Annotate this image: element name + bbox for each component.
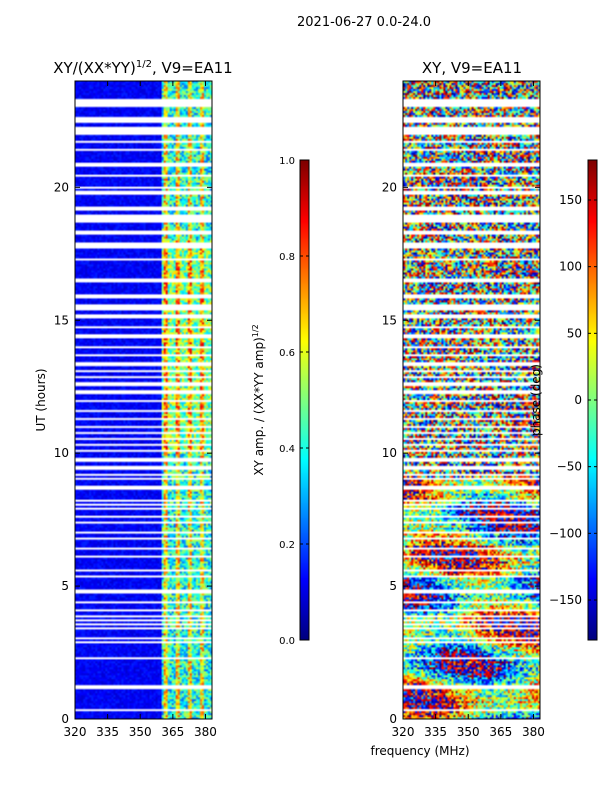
phase-colorbar-label: phase (deg) <box>529 364 543 436</box>
y-tick-label: 20 <box>382 180 397 194</box>
suptitle: 2021-06-27 0.0-24.0 <box>297 15 431 30</box>
y-tick-label: 10 <box>382 446 397 460</box>
colorbar-tick-label: 150 <box>559 193 582 207</box>
colorbar-tick-label: −150 <box>549 593 582 607</box>
x-tick-label: 365 <box>489 725 512 739</box>
panel-phase-title: XY, V9=EA11 <box>422 59 522 77</box>
phase-heatmap <box>403 81 540 719</box>
y-tick-label: 20 <box>54 180 69 194</box>
amplitude-ylabel: UT (hours) <box>34 368 48 431</box>
y-tick-label: 5 <box>389 579 397 593</box>
y-tick-label: 10 <box>54 446 69 460</box>
phase-ticks: 320 335 350 365 380 0 5 10 15 20 <box>382 81 545 739</box>
x-tick-label: 380 <box>522 725 545 739</box>
amplitude-axes-frame <box>74 80 213 720</box>
colorbar-tick-label: 0 <box>574 393 582 407</box>
x-tick-label: 320 <box>64 725 87 739</box>
colorbar-tick-label: 0.6 <box>279 348 295 359</box>
colorbar-tick-label: −100 <box>549 526 582 540</box>
colorbar-tick-label: 0.2 <box>279 540 295 551</box>
amplitude-heatmap <box>75 81 212 719</box>
amplitude-colorbar-ticks: 0.0 0.2 0.4 0.6 0.8 1.0 <box>279 156 309 647</box>
x-tick-label: 350 <box>457 725 480 739</box>
amplitude-colorbar-label: XY amp. / (XX*YY amp)1/2 <box>251 324 266 475</box>
x-tick-label: 335 <box>96 725 119 739</box>
colorbar-tick-label: 0.0 <box>279 636 295 647</box>
colorbar-tick-label: 0.8 <box>279 252 295 263</box>
phase-colorbar-gradient <box>588 160 597 640</box>
y-tick-label: 15 <box>382 313 397 327</box>
y-tick-label: 0 <box>389 712 397 726</box>
colorbar-tick-label: 100 <box>559 260 582 274</box>
x-tick-label: 365 <box>161 725 184 739</box>
amplitude-colorbar-gradient <box>300 160 309 640</box>
panel-phase: XY, V9=EA11 320 335 350 365 380 0 5 10 15 20 <box>382 59 545 739</box>
amplitude-colorbar: 0.0 0.2 0.4 0.6 0.8 1.0 XY amp. / (XX*YY amp)… <box>251 156 310 647</box>
panel-amplitude-title: XY/(XX*YY)1/2, V9=EA11 <box>53 59 232 77</box>
x-tick-label: 350 <box>129 725 152 739</box>
shared-xlabel: frequency (MHz) <box>370 744 469 758</box>
y-tick-label: 5 <box>61 579 69 593</box>
amplitude-ticks: 320 335 350 365 380 0 5 10 15 20 <box>54 81 217 739</box>
colorbar-tick-label: −50 <box>557 460 582 474</box>
x-tick-label: 335 <box>424 725 447 739</box>
colorbar-tick-label: 50 <box>567 326 582 340</box>
y-tick-label: 15 <box>54 313 69 327</box>
panel-amplitude: XY/(XX*YY)1/2, V9=EA11 320 335 350 365 380 0 5… <box>34 59 233 739</box>
colorbar-tick-label: 0.4 <box>279 444 295 455</box>
phase-colorbar: −150 −100 −50 0 50 100 150 phase (deg) <box>529 159 598 641</box>
y-tick-label: 0 <box>61 712 69 726</box>
colorbar-tick-label: 1.0 <box>279 156 295 167</box>
phase-axes-frame <box>402 80 541 720</box>
phase-colorbar-ticks: −150 −100 −50 0 50 100 150 <box>549 193 597 607</box>
x-tick-label: 380 <box>194 725 217 739</box>
x-tick-label: 320 <box>392 725 415 739</box>
